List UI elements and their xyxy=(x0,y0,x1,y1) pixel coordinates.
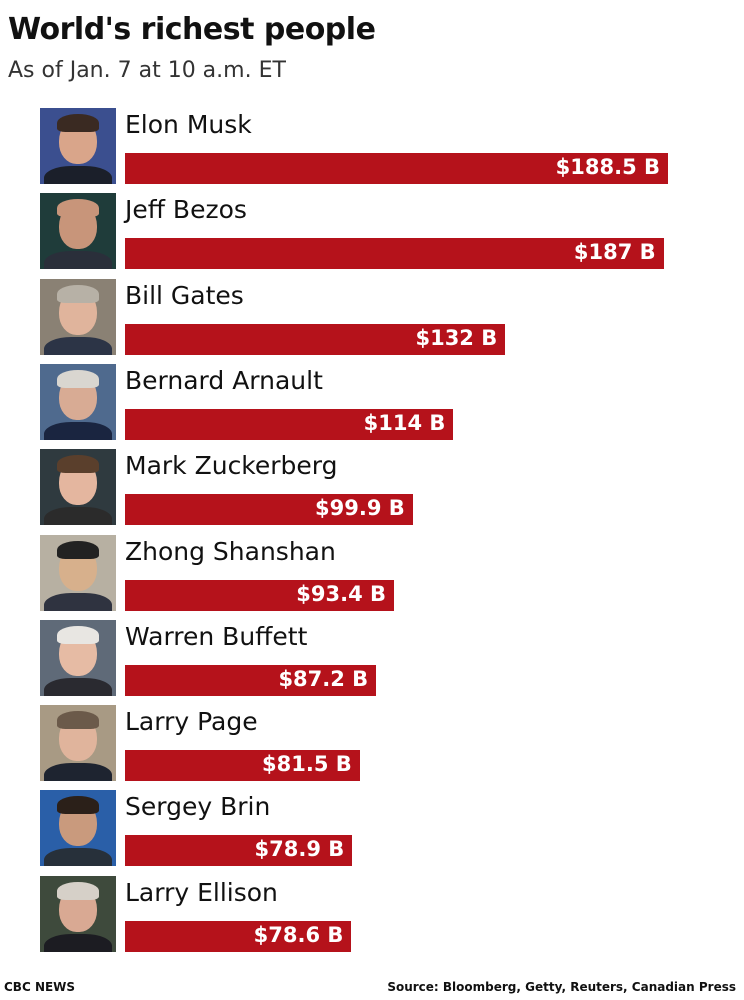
bar: $81.5 B xyxy=(125,750,360,782)
bar: $78.9 B xyxy=(125,835,353,867)
value-label: $99.9 B xyxy=(315,496,405,521)
chart-subtitle: As of Jan. 7 at 10 a.m. ET xyxy=(8,58,286,83)
bar: $78.6 B xyxy=(125,920,352,952)
credit-label: CBC NEWS xyxy=(4,980,76,994)
value-label: $132 B xyxy=(415,325,498,350)
value-label: $78.6 B xyxy=(253,922,344,947)
value-label: $188.5 B xyxy=(555,155,660,179)
category-label: Jeff Bezos xyxy=(125,195,247,225)
portrait-icon xyxy=(40,108,116,184)
value-label: $81.5 B xyxy=(262,752,352,777)
bar: $114 B xyxy=(125,408,454,440)
category-label: Larry Page xyxy=(125,707,258,737)
value-label: $87.2 B xyxy=(278,666,369,691)
category-label: Bill Gates xyxy=(125,280,244,310)
bar: $188.5 B xyxy=(125,153,668,184)
chart-row: Warren Buffett $87.2 B xyxy=(0,616,744,696)
portrait-icon xyxy=(40,449,116,526)
category-label: Zhong Shanshan xyxy=(125,536,336,566)
chart-row: Larry Ellison $78.6 B xyxy=(0,872,744,952)
category-label: Bernard Arnault xyxy=(125,365,323,395)
bar: $132 B xyxy=(125,323,506,355)
bar: $93.4 B xyxy=(125,579,395,611)
source-label: Source: Bloomberg, Getty, Reuters, Canad… xyxy=(387,980,736,994)
category-label: Elon Musk xyxy=(125,110,252,139)
chart-row: Bernard Arnault $114 B xyxy=(0,360,744,440)
bar: $99.9 B xyxy=(125,494,413,526)
chart-row: Mark Zuckerberg $99.9 B xyxy=(0,445,744,526)
chart-row: Jeff Bezos $187 B xyxy=(0,189,744,270)
category-label: Sergey Brin xyxy=(125,792,271,822)
portrait-icon xyxy=(40,278,116,355)
chart-row: Larry Page $81.5 B xyxy=(0,701,744,782)
chart-row: Elon Musk $188.5 B xyxy=(0,104,744,184)
chart-title: World's richest people xyxy=(8,12,376,47)
value-label: $114 B xyxy=(363,410,446,435)
chart-row: Sergey Brin $78.9 B xyxy=(0,786,744,867)
value-label: $93.4 B xyxy=(296,581,387,606)
bar-chart: Elon Musk $188.5 B Jeff Bezos $187 B Bill Ga… xyxy=(0,104,744,964)
category-label: Mark Zuckerberg xyxy=(125,451,338,481)
portrait-icon xyxy=(40,875,116,952)
category-label: Warren Buffett xyxy=(125,621,308,651)
portrait-icon xyxy=(40,534,116,611)
portrait-icon xyxy=(40,619,116,696)
bar: $187 B xyxy=(125,238,664,270)
portrait-icon xyxy=(40,705,116,782)
portrait-icon xyxy=(40,193,116,270)
portrait-icon xyxy=(40,790,116,867)
chart-row: Bill Gates $132 B xyxy=(0,275,744,355)
portrait-icon xyxy=(40,363,116,440)
bar: $87.2 B xyxy=(125,664,377,696)
category-label: Larry Ellison xyxy=(125,877,278,907)
value-label: $78.9 B xyxy=(254,837,345,862)
chart-row: Zhong Shanshan $93.4 B xyxy=(0,531,744,611)
value-label: $187 B xyxy=(573,240,656,265)
